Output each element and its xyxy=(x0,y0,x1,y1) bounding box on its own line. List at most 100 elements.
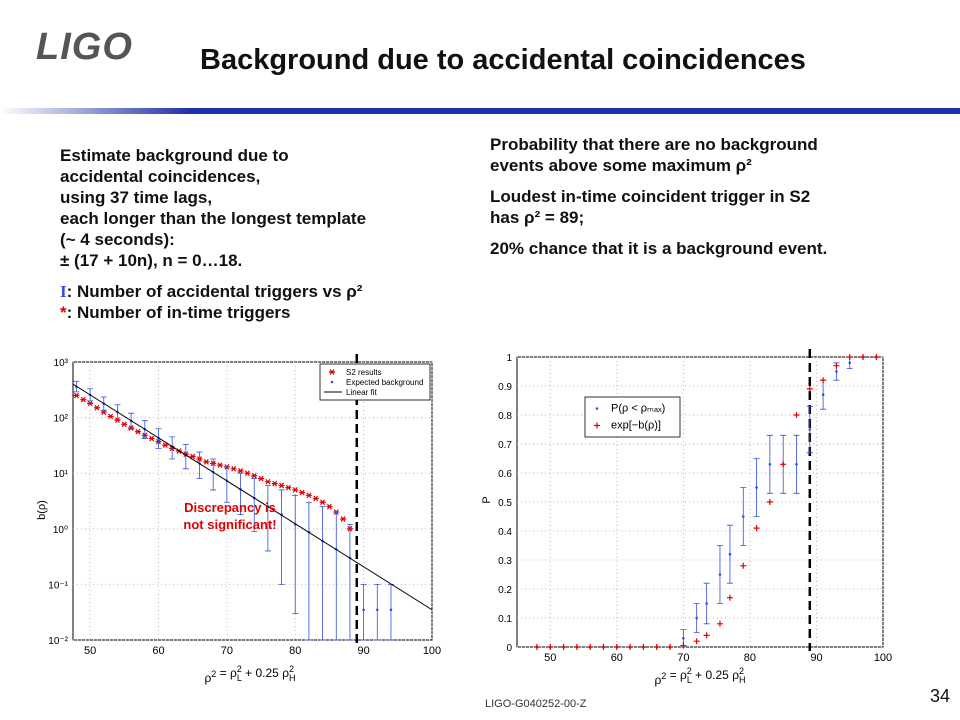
point xyxy=(375,608,379,612)
x-tick-label: 100 xyxy=(423,645,441,657)
point xyxy=(693,638,700,645)
point xyxy=(741,515,745,518)
point xyxy=(820,377,827,384)
error-bar xyxy=(196,451,203,479)
point xyxy=(716,620,723,627)
point xyxy=(73,392,80,399)
point xyxy=(613,644,620,650)
error-bar xyxy=(360,584,367,641)
x-tick-label: 90 xyxy=(810,652,822,664)
point xyxy=(389,608,393,612)
x-axis-label-part: L xyxy=(237,673,242,683)
x-axis-label-part: 2 xyxy=(289,664,294,674)
text-line: accidental coincidences, xyxy=(60,167,261,186)
x-axis-label: ρ2 = ρ2 L + 0.25 ρ2 H xyxy=(654,666,745,687)
plot-area xyxy=(72,361,433,641)
y-tick-label: 10⁰ xyxy=(53,525,68,536)
x-axis-label-part: 2 xyxy=(661,671,666,681)
x-tick-label: 90 xyxy=(357,645,369,657)
legend-label: Expected background xyxy=(346,378,423,387)
point xyxy=(121,421,128,428)
point xyxy=(587,644,594,650)
point xyxy=(753,525,760,532)
legend-box xyxy=(584,396,681,438)
y-tick-label: 0.4 xyxy=(498,527,512,538)
text-line: Loudest in-time coincident trigger in S2 xyxy=(490,187,811,206)
point xyxy=(244,470,251,477)
y-tick-label: 10⁻¹ xyxy=(48,580,68,591)
x-axis-label-part: ρ xyxy=(204,671,211,685)
y-tick-label: 0 xyxy=(506,643,512,654)
point xyxy=(835,370,838,373)
x-axis-label-part: H xyxy=(289,673,296,683)
point xyxy=(340,516,347,522)
point xyxy=(821,393,825,397)
y-tick-label: 0.7 xyxy=(498,440,512,451)
point xyxy=(806,385,813,392)
point xyxy=(533,644,540,650)
x-axis-label-part: + 0.25 ρ xyxy=(692,668,739,682)
point xyxy=(860,354,867,360)
point xyxy=(278,482,285,489)
error-bar xyxy=(319,506,326,641)
error-bar xyxy=(374,584,381,641)
point xyxy=(217,462,224,468)
text-line: ± (17 + 10n), n = 0…18. xyxy=(60,251,243,270)
point xyxy=(326,503,333,510)
legend-label: exp[−b(ρ)] xyxy=(611,420,661,432)
bullet-text: : Number of accidental triggers vs ρ² xyxy=(66,282,363,301)
legend-swatch xyxy=(594,422,600,429)
page-number: 34 xyxy=(930,686,951,706)
right-text: Probability that there are no background… xyxy=(490,134,827,269)
text-line: Estimate background due to xyxy=(60,146,289,165)
point xyxy=(780,461,787,468)
y-tick-label: 10² xyxy=(54,414,69,425)
chart: 50 60 70 80 90 100 10⁻² 10⁻¹ 10⁰ 10¹ 10² 10³ b(ρ) ρ2 … xyxy=(36,354,441,685)
x-tick-label: 100 xyxy=(874,652,892,664)
error-bar xyxy=(292,494,299,614)
point xyxy=(848,361,852,365)
y-tick-label: 0.3 xyxy=(498,556,512,567)
y-tick-label: 10³ xyxy=(54,358,69,369)
paragraph: 20% chance that it is a background event… xyxy=(490,238,827,259)
point xyxy=(264,478,271,485)
point xyxy=(755,486,758,489)
error-bar xyxy=(251,478,258,532)
point xyxy=(203,458,210,465)
point xyxy=(627,644,634,650)
error-bar xyxy=(346,523,353,641)
point xyxy=(695,616,698,620)
point xyxy=(705,602,708,605)
x-tick-label: 70 xyxy=(221,645,233,657)
point xyxy=(560,644,567,650)
text-line: 20% chance that it is a background event… xyxy=(490,239,828,258)
point xyxy=(846,354,853,360)
legend-swatch xyxy=(595,407,599,410)
x-tick-label: 60 xyxy=(152,645,164,657)
x-tick-label: 50 xyxy=(84,645,96,657)
error-bar xyxy=(223,466,230,503)
x-tick-label: 80 xyxy=(744,652,756,664)
point xyxy=(271,480,278,487)
point xyxy=(600,644,607,650)
point xyxy=(667,644,674,650)
legend-box xyxy=(319,363,431,401)
y-tick-label: 0.8 xyxy=(498,411,512,422)
point xyxy=(114,417,121,424)
x-tick-label: 60 xyxy=(611,652,623,664)
bullet-symbol: I xyxy=(60,282,67,301)
x-axis-label-part: 2 xyxy=(739,666,744,676)
y-tick-label: 0.5 xyxy=(498,498,512,509)
x-tick-label: 70 xyxy=(677,652,689,664)
point xyxy=(319,499,326,506)
point xyxy=(768,463,772,466)
text-line: has ρ² = 89; xyxy=(490,208,585,227)
point xyxy=(795,463,798,466)
point xyxy=(251,472,258,479)
x-axis-label: ρ2 = ρ2 L + 0.25 ρ2 H xyxy=(204,664,295,685)
text-line: events above some maximum ρ² xyxy=(490,156,752,175)
error-bar xyxy=(264,485,271,552)
point xyxy=(726,594,733,601)
point xyxy=(766,499,773,505)
bullet-text: : Number of in-time triggers xyxy=(66,303,291,322)
